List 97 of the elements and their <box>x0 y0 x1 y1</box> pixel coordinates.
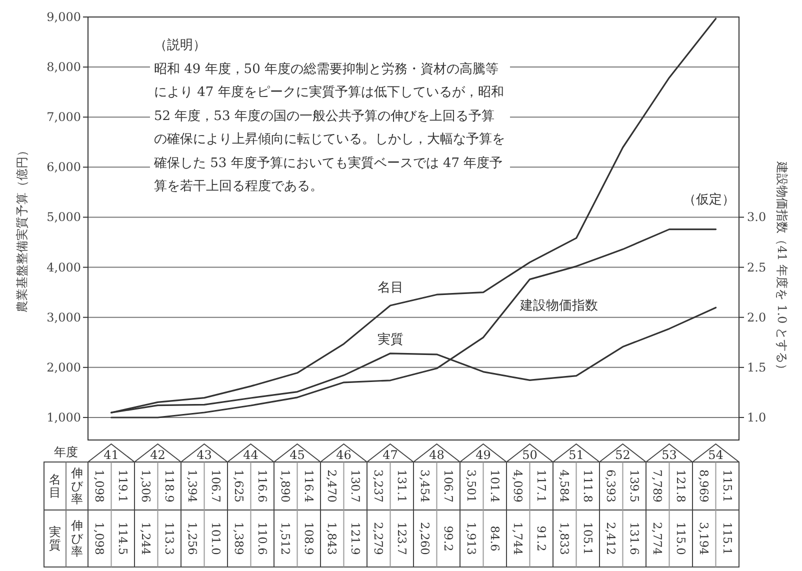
text: 91.2 <box>534 526 548 552</box>
text: 101.4 <box>488 470 502 502</box>
series-label: 名目 <box>377 280 404 296</box>
annotation: 昭和 49 年度，50 年度の総需要抑制と労務・資材の高騰等により 47 年度をピークに実質予算は低下しているが，昭和 52 年度，53 年度の国の一般公共予算の伸びを上回る予算の確保により上昇傾向に転じている。しかし，大幅な予算を確保した 53 年度予算においても実質ベースでは 47 年度予算を若干上回る程度である。 <box>154 60 506 196</box>
text: 115.1 <box>720 470 734 502</box>
text: 116.6 <box>255 470 270 502</box>
text: 117.1 <box>534 470 548 502</box>
x-tick-label: 44 <box>243 448 259 462</box>
y-tick-label: 6,000 <box>46 160 81 174</box>
y-tick-label: 9,000 <box>46 10 81 24</box>
text: 106.7 <box>441 470 456 502</box>
data-label: 1,098 <box>92 470 107 502</box>
data-label: 3,194 <box>697 522 712 555</box>
data-label: 1,843 <box>325 522 340 555</box>
y-tick-label: 1,000 <box>46 410 81 424</box>
data-label: 1,512 <box>278 522 293 555</box>
data-label: 2,470 <box>325 470 340 502</box>
text: 119.1 <box>116 470 130 502</box>
text: 実質 <box>49 525 61 552</box>
series-label: 実質 <box>377 331 404 348</box>
text: 84.6 <box>488 526 502 552</box>
y-tick-label: 5,000 <box>46 210 81 224</box>
annotation: （仮定） <box>683 192 735 208</box>
data-label: 2,774 <box>650 522 665 555</box>
text: 110.6 <box>255 522 270 555</box>
y-tick-label: 4,000 <box>46 260 81 274</box>
y2-axis-title: 建設物価指数（41 年度を 1.0 とする） <box>775 160 789 376</box>
x-tick-label: 47 <box>382 448 398 462</box>
text: 116.4 <box>302 470 316 502</box>
text: 123.7 <box>394 522 409 555</box>
data-label: 3,501 <box>464 470 479 502</box>
data-label: 1,256 <box>186 522 200 555</box>
x-axis-title: 年度 <box>54 445 78 459</box>
text: 115.1 <box>720 522 734 555</box>
text: 139.5 <box>627 470 642 502</box>
data-label: 1,389 <box>232 522 246 555</box>
x-tick-label: 42 <box>150 448 166 462</box>
y2-tick-label: 1.5 <box>747 360 766 374</box>
text: 131.1 <box>394 470 409 502</box>
y2-tick-label: 3.0 <box>747 210 766 224</box>
data-label: 1,244 <box>139 522 154 555</box>
y-tick-label: 3,000 <box>46 310 81 324</box>
text: 118.9 <box>162 470 176 502</box>
text: 伸び率 <box>70 518 84 558</box>
data-label: 4,584 <box>558 470 572 502</box>
x-tick-label: 54 <box>708 448 724 462</box>
data-label: 1,394 <box>186 470 200 502</box>
data-label: 1,306 <box>139 470 154 502</box>
data-label: 4,099 <box>511 470 526 502</box>
x-tick-label: 53 <box>662 448 677 462</box>
text: 99.2 <box>441 526 456 552</box>
x-tick-label: 41 <box>104 448 119 462</box>
data-label: 3,454 <box>418 470 432 502</box>
x-tick-label: 52 <box>615 448 630 462</box>
text: 106.7 <box>208 470 223 502</box>
annotation: （説明） <box>154 37 207 55</box>
y-tick-label: 8,000 <box>46 60 81 74</box>
data-label: 7,789 <box>650 470 665 502</box>
text: 114.5 <box>116 522 130 555</box>
x-tick-label: 48 <box>429 448 444 462</box>
text: 130.7 <box>348 470 362 502</box>
data-label: 1,744 <box>511 522 526 555</box>
y-tick-label: 2,000 <box>46 360 81 374</box>
y2-tick-label: 2.5 <box>747 260 766 274</box>
text: 131.6 <box>627 522 642 555</box>
x-tick-label: 46 <box>336 448 352 462</box>
x-tick-label: 43 <box>196 448 212 462</box>
data-label: 3,237 <box>372 470 386 502</box>
data-label: 1,098 <box>92 522 107 555</box>
x-tick-label: 49 <box>476 448 491 462</box>
data-label: 1,625 <box>232 470 246 502</box>
data-label: 8,969 <box>697 470 712 502</box>
data-label: 1,833 <box>558 522 572 555</box>
text: 伸び率 <box>70 466 84 506</box>
y-tick-label: 7,000 <box>46 110 81 124</box>
text: 108.9 <box>302 522 316 555</box>
text: 105.1 <box>580 522 595 555</box>
text: 115.0 <box>674 522 688 555</box>
x-tick-label: 50 <box>522 448 538 462</box>
text: 121.9 <box>348 522 362 555</box>
y2-tick-label: 2.0 <box>747 310 766 324</box>
text: 113.3 <box>162 522 176 555</box>
data-label: 1,890 <box>278 470 293 502</box>
data-label: 2,279 <box>372 522 386 555</box>
x-tick-label: 51 <box>568 448 584 462</box>
text: 111.8 <box>580 470 595 502</box>
text: 101.0 <box>208 522 223 555</box>
x-tick-label: 45 <box>290 448 305 462</box>
data-label: 1,913 <box>464 522 479 555</box>
data-label: 2,412 <box>604 522 618 555</box>
data-label: 2,260 <box>418 522 432 555</box>
text: 名目 <box>49 472 61 500</box>
y2-tick-label: 1.0 <box>747 410 766 424</box>
y-axis-title: 農業基盤整備実質予算（億円） <box>15 144 29 312</box>
text: 121.8 <box>674 470 688 502</box>
data-label: 6,393 <box>604 470 618 502</box>
series-label: 建設物価指数 <box>518 298 598 314</box>
